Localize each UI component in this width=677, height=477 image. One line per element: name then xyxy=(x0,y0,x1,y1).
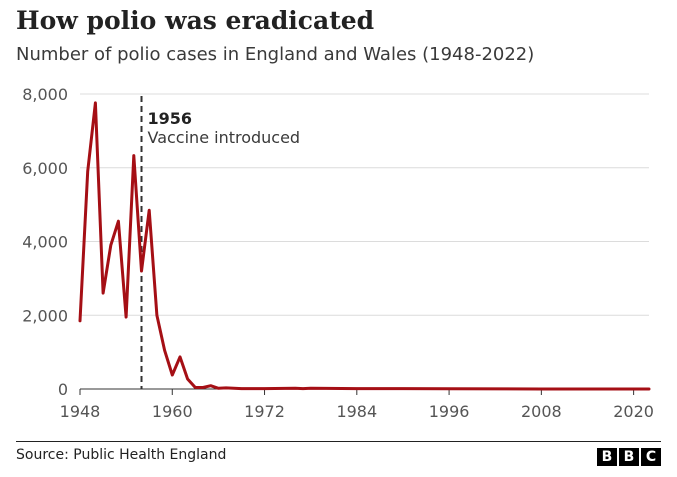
chart-title: How polio was eradicated xyxy=(16,6,375,35)
y-tick-label: 2,000 xyxy=(22,306,68,325)
x-tick-label: 1984 xyxy=(336,402,377,421)
y-tick-label: 8,000 xyxy=(22,85,68,104)
x-tick-label: 2008 xyxy=(521,402,562,421)
bbc-logo: B B C xyxy=(597,448,661,466)
annotation-year: 1956 xyxy=(148,109,193,128)
x-tick-label: 2020 xyxy=(613,402,654,421)
logo-letter: C xyxy=(641,448,661,466)
y-tick-label: 6,000 xyxy=(22,159,68,178)
footer-divider xyxy=(16,441,661,442)
source-note: Source: Public Health England xyxy=(16,447,227,463)
x-tick-label: 1948 xyxy=(60,402,101,421)
y-tick-label: 4,000 xyxy=(22,233,68,252)
series-line xyxy=(78,101,651,391)
annotation-label: Vaccine introduced xyxy=(148,128,301,147)
x-tick-label: 1960 xyxy=(152,402,193,421)
y-tick-label: 0 xyxy=(58,380,68,399)
x-tick-label: 1972 xyxy=(244,402,285,421)
logo-letter: B xyxy=(597,448,617,466)
logo-letter: B xyxy=(619,448,639,466)
chart-subtitle: Number of polio cases in England and Wal… xyxy=(16,44,535,65)
x-tick-label: 1996 xyxy=(429,402,470,421)
